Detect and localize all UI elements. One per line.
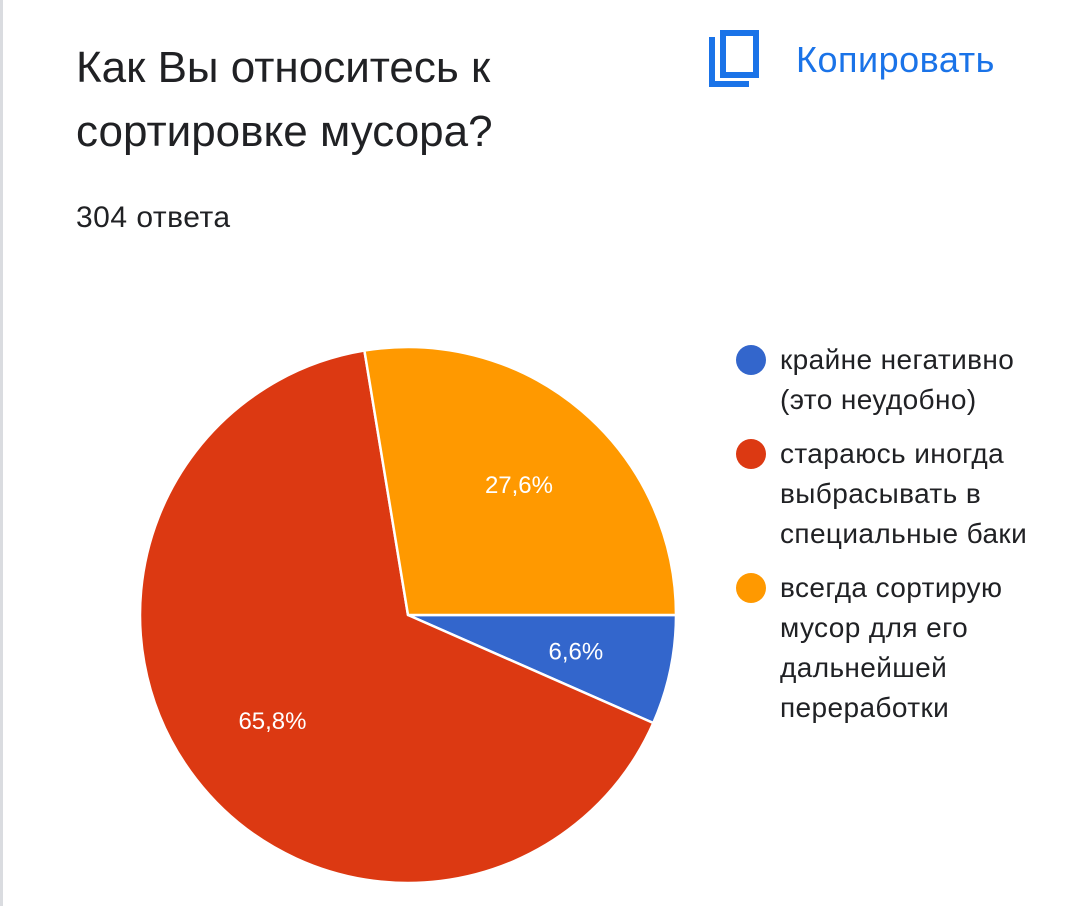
responses-count: 304 ответа <box>76 201 231 234</box>
legend-label: крайне негативно (это неудобно) <box>780 344 1015 415</box>
legend-label: стараюсь иногда выбрасывать в специальны… <box>780 438 1028 549</box>
copy-label: Копировать <box>796 39 995 80</box>
legend-label: всегда сортирую мусор для его дальнейшей… <box>780 572 1003 723</box>
pie-slice-3[interactable] <box>363 345 678 617</box>
legend-item-3: всегда сортирую мусор для его дальнейшей… <box>736 568 1066 728</box>
question-title: Как Вы относитесь к сортировке мусора? <box>76 43 493 156</box>
legend-item-2: стараюсь иногда выбрасывать в специальны… <box>736 434 1066 554</box>
legend-item-1: крайне негативно (это неудобно) <box>736 340 1066 420</box>
pie-slice-2[interactable] <box>138 349 655 885</box>
pie-slice-label-2: 65,8% <box>238 708 306 735</box>
pie-slice-label-3: 27,6% <box>485 472 553 499</box>
pie-slice-label-1: 6,6% <box>548 638 603 665</box>
copy-icon <box>709 30 759 87</box>
card-left-edge <box>0 0 3 906</box>
pie-slice-1[interactable] <box>406 613 678 725</box>
copy-button[interactable]: Копировать <box>706 30 995 90</box>
chart-legend: крайне негативно (это неудобно) стараюсь … <box>736 340 1066 742</box>
legend-swatch <box>736 345 766 375</box>
legend-swatch <box>736 439 766 469</box>
legend-swatch <box>736 573 766 603</box>
